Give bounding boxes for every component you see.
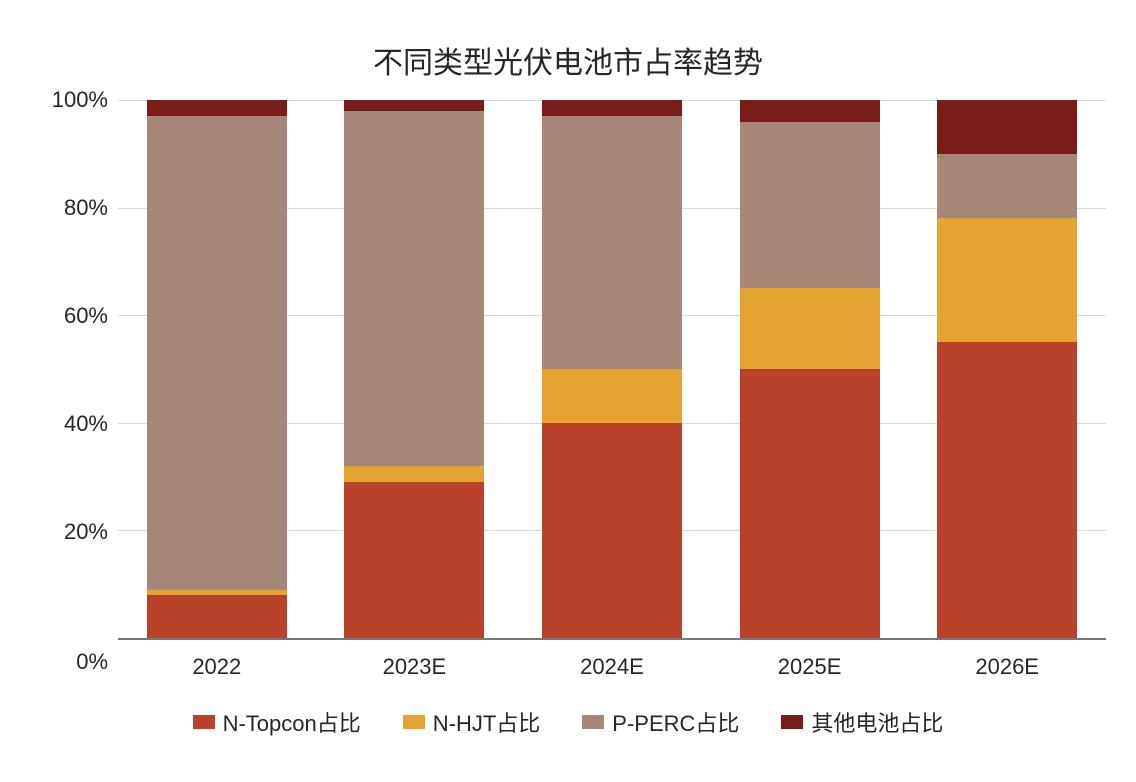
x-tick-label: 2026E (937, 654, 1077, 680)
legend-item: 其他电池占比 (781, 706, 943, 738)
legend-item: P-PERC占比 (582, 706, 739, 738)
bar (147, 100, 287, 638)
bar-segment-n_topcon (542, 423, 682, 638)
bar (344, 100, 484, 638)
legend-label: P-PERC占比 (612, 706, 739, 738)
x-tick-label: 2023E (344, 654, 484, 680)
legend-label: N-HJT占比 (433, 706, 541, 738)
bar-segment-other (344, 100, 484, 111)
legend-swatch (781, 715, 803, 729)
bar-segment-n_topcon (937, 342, 1077, 638)
legend-item: N-HJT占比 (403, 706, 541, 738)
y-tick-label: 60% (64, 305, 108, 327)
bar-segment-n_hjt (542, 369, 682, 423)
bar-segment-other (937, 100, 1077, 154)
bar-segment-p_perc (147, 116, 287, 589)
bar (937, 100, 1077, 638)
x-tick-label: 2025E (740, 654, 880, 680)
bars-row (118, 100, 1106, 638)
bar-segment-n_hjt (937, 218, 1077, 342)
bar-segment-p_perc (937, 154, 1077, 219)
legend-label: N-Topcon占比 (223, 706, 361, 738)
legend: N-Topcon占比 N-HJT占比 P-PERC占比 其他电池占比 (30, 706, 1106, 738)
bar-segment-n_hjt (740, 288, 880, 369)
plot-area (118, 100, 1106, 640)
bar-segment-other (740, 100, 880, 122)
y-tick-label: 100% (52, 89, 108, 111)
legend-label: 其他电池占比 (811, 706, 943, 738)
x-tick-label: 2024E (542, 654, 682, 680)
legend-swatch (403, 715, 425, 729)
x-tick-label: 2022 (147, 654, 287, 680)
chart-body: 100% 80% 60% 40% 20% 0% (30, 100, 1106, 640)
y-axis: 100% 80% 60% 40% 20% 0% (30, 100, 118, 640)
legend-swatch (582, 715, 604, 729)
bar-segment-other (147, 100, 287, 116)
chart-title: 不同类型光伏电池市占率趋势 (30, 38, 1106, 82)
bar (542, 100, 682, 638)
y-tick-label: 80% (64, 197, 108, 219)
bar-segment-n_topcon (344, 482, 484, 638)
bar-segment-n_topcon (147, 595, 287, 638)
bar-segment-p_perc (740, 122, 880, 289)
chart-frame: 不同类型光伏电池市占率趋势 100% 80% 60% 40% 20% 0% 20… (0, 0, 1136, 782)
y-tick-label: 0% (76, 651, 108, 673)
legend-swatch (193, 715, 215, 729)
x-axis: 2022 2023E 2024E 2025E 2026E (118, 640, 1106, 680)
bar (740, 100, 880, 638)
y-tick-label: 20% (64, 521, 108, 543)
y-tick-label: 40% (64, 413, 108, 435)
bar-segment-n_hjt (344, 466, 484, 482)
bar-segment-n_topcon (740, 369, 880, 638)
bar-segment-other (542, 100, 682, 116)
bar-segment-p_perc (344, 111, 484, 466)
bar-segment-p_perc (542, 116, 682, 369)
legend-item: N-Topcon占比 (193, 706, 361, 738)
